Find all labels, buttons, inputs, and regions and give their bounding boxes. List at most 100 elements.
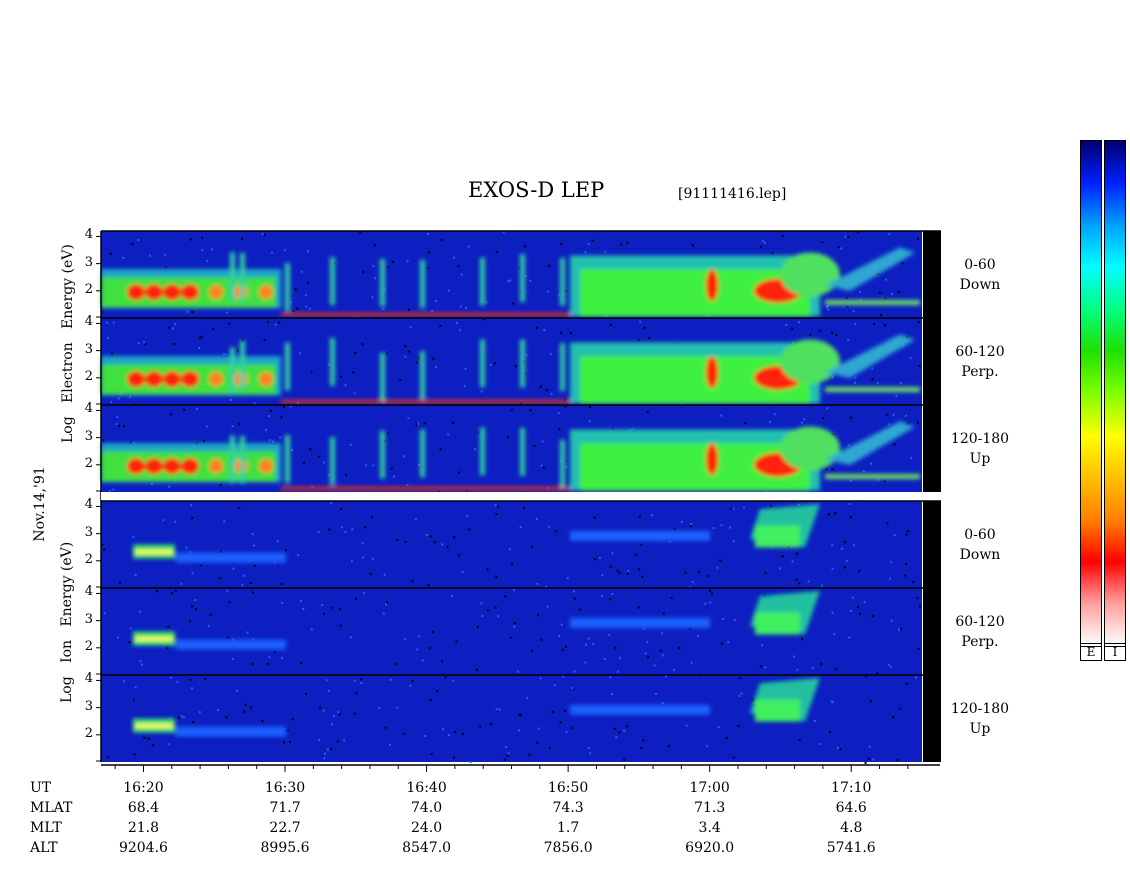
noise-pixel bbox=[489, 723, 492, 726]
noise-pixel bbox=[853, 544, 856, 547]
noise-pixel bbox=[144, 342, 147, 345]
noise-pixel bbox=[578, 608, 581, 611]
feature-fan bbox=[825, 421, 915, 465]
noise-pixel bbox=[132, 699, 135, 702]
noise-pixel bbox=[464, 367, 467, 370]
noise-pixel bbox=[533, 444, 536, 447]
noise-pixel bbox=[362, 270, 365, 273]
noise-pixel bbox=[889, 577, 892, 580]
noise-pixel bbox=[431, 631, 434, 634]
ephem-value-mlt: 21.8 bbox=[127, 820, 160, 836]
panel-label-direction: Perp. bbox=[961, 634, 999, 650]
panel-label-range: 60-120 bbox=[955, 344, 1005, 360]
noise-pixel bbox=[223, 353, 226, 356]
y-tick-label: 2 bbox=[84, 638, 93, 654]
noise-pixel bbox=[871, 615, 874, 618]
y-tick-label: 4 bbox=[84, 314, 93, 330]
noise-pixel bbox=[623, 729, 626, 732]
feature-spike bbox=[480, 427, 485, 476]
noise-pixel bbox=[819, 742, 822, 745]
noise-pixel bbox=[447, 433, 450, 436]
time-tick-label: 17:00 bbox=[689, 780, 730, 796]
noise-pixel bbox=[517, 670, 520, 673]
noise-pixel bbox=[318, 738, 321, 741]
noise-pixel bbox=[685, 724, 688, 727]
noise-pixel bbox=[236, 349, 239, 352]
ephem-value-mlat: 71.3 bbox=[694, 800, 726, 816]
noise-pixel bbox=[905, 533, 908, 536]
noise-pixel bbox=[871, 367, 874, 370]
noise-pixel bbox=[430, 752, 433, 755]
noise-pixel bbox=[461, 571, 464, 574]
feature-blob bbox=[181, 284, 199, 301]
noise-pixel bbox=[519, 526, 522, 529]
noise-pixel bbox=[520, 714, 523, 717]
feature-spike bbox=[330, 436, 335, 485]
noise-pixel bbox=[537, 727, 540, 730]
noise-pixel bbox=[280, 416, 283, 419]
noise-pixel bbox=[893, 534, 896, 537]
panel-electron-0 bbox=[96, 230, 941, 320]
noise-pixel bbox=[396, 706, 399, 709]
noise-pixel bbox=[353, 392, 356, 395]
noise-pixel bbox=[411, 580, 414, 583]
noise-pixel bbox=[170, 676, 173, 679]
noise-pixel bbox=[638, 339, 641, 342]
noise-pixel bbox=[442, 728, 445, 731]
noise-pixel bbox=[338, 713, 341, 716]
noise-pixel bbox=[219, 550, 222, 553]
noise-pixel bbox=[589, 752, 592, 755]
panel-label: 120-180 Up bbox=[940, 699, 1020, 739]
noise-pixel bbox=[183, 408, 186, 411]
noise-pixel bbox=[274, 650, 277, 653]
noise-pixel bbox=[827, 308, 830, 311]
noise-pixel bbox=[513, 625, 516, 628]
noise-pixel bbox=[456, 322, 459, 325]
noise-pixel bbox=[167, 743, 170, 746]
noise-pixel bbox=[536, 582, 539, 585]
noise-pixel bbox=[243, 710, 246, 713]
noise-pixel bbox=[544, 585, 547, 588]
noise-pixel bbox=[330, 606, 333, 609]
noise-pixel bbox=[386, 266, 389, 269]
noise-pixel bbox=[918, 365, 921, 368]
noise-pixel bbox=[417, 356, 420, 359]
noise-pixel bbox=[372, 464, 375, 467]
noise-pixel bbox=[509, 548, 512, 551]
noise-pixel bbox=[898, 628, 901, 631]
ephem-label-mlt: MLT bbox=[30, 820, 62, 836]
noise-pixel bbox=[833, 633, 836, 636]
noise-pixel bbox=[916, 237, 919, 240]
noise-pixel bbox=[670, 596, 673, 599]
noise-pixel bbox=[569, 332, 572, 335]
noise-pixel bbox=[868, 745, 871, 748]
noise-pixel bbox=[822, 417, 825, 420]
noise-pixel bbox=[643, 627, 646, 630]
noise-pixel bbox=[706, 575, 709, 578]
noise-pixel bbox=[646, 655, 649, 658]
feature-layer bbox=[101, 247, 920, 317]
noise-pixel bbox=[813, 719, 816, 722]
noise-pixel bbox=[294, 288, 297, 291]
noise-pixel bbox=[391, 260, 394, 263]
noise-pixel bbox=[540, 464, 543, 467]
noise-pixel bbox=[297, 554, 300, 557]
noise-pixel bbox=[406, 260, 409, 263]
noise-pixel bbox=[476, 626, 479, 629]
noise-pixel bbox=[872, 758, 875, 761]
noise-pixel bbox=[771, 252, 774, 255]
feature-blob bbox=[135, 549, 173, 554]
noise-pixel bbox=[526, 697, 529, 700]
noise-pixel bbox=[455, 640, 458, 643]
feature-layer bbox=[133, 677, 820, 737]
feature-blob bbox=[780, 426, 840, 471]
noise-pixel bbox=[546, 290, 549, 293]
noise-pixel bbox=[228, 322, 231, 325]
noise-pixel bbox=[219, 483, 222, 486]
noise-pixel bbox=[447, 734, 450, 737]
noise-pixel bbox=[840, 547, 843, 550]
feature-spike bbox=[520, 339, 525, 388]
noise-pixel bbox=[116, 416, 119, 419]
noise-pixel bbox=[763, 241, 766, 244]
noise-pixel bbox=[854, 376, 857, 379]
